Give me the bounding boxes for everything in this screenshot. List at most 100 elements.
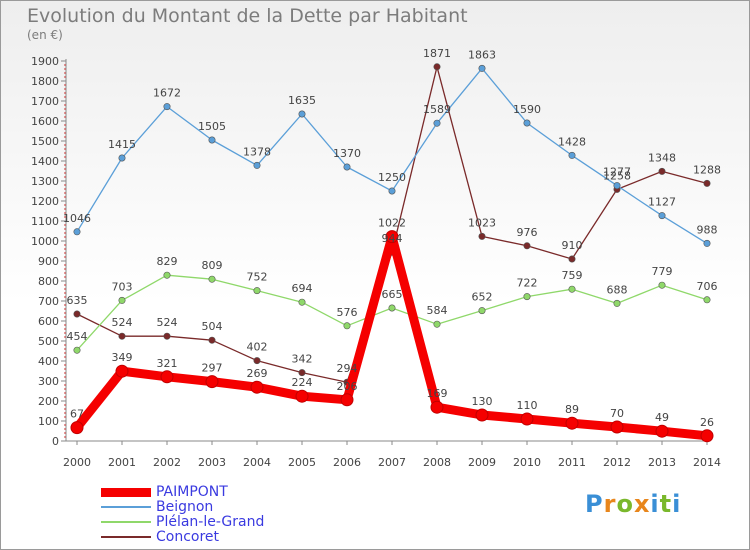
point-beignon [298,110,306,118]
logo-letter: i [672,490,682,518]
data-label-pl-lan-le-grand: 759 [562,269,583,282]
y-tick-label: 1400 [31,155,59,168]
data-label-pl-lan-le-grand: 454 [67,330,88,343]
point-paimpont [655,424,669,438]
legend-swatch-concoret [101,536,151,538]
x-tick-label: 2001 [108,456,136,469]
point-beignon [343,163,351,171]
point-concoret [73,310,81,318]
data-label-concoret: 944 [382,232,403,245]
y-tick-label: 0 [52,435,59,448]
x-tick-label: 2014 [693,456,721,469]
legend-swatch-beignon [101,506,151,508]
data-label-beignon: 1378 [243,145,271,158]
data-label-beignon: 1250 [378,171,406,184]
data-label-pl-lan-le-grand: 809 [202,259,223,272]
y-tick-label: 700 [38,295,59,308]
data-label-beignon: 988 [697,223,718,236]
point-paimpont [520,412,534,426]
data-label-concoret: 1258 [603,169,631,182]
y-tick-label: 1900 [31,55,59,68]
logo-letter: t [659,490,673,518]
data-label-beignon: 1428 [558,135,586,148]
point-concoret [658,167,666,175]
point-paimpont [475,408,489,422]
point-beignon [73,228,81,236]
data-label-concoret: 504 [202,320,223,333]
point-concoret [703,179,711,187]
data-label-paimpont: 206 [337,380,358,393]
data-label-paimpont: 110 [517,399,538,412]
point-concoret [163,332,171,340]
y-tick-label: 1500 [31,135,59,148]
y-tick-label: 900 [38,255,59,268]
legend-label-paimpont: PAIMPONT [156,484,228,500]
logo-letter: r [603,490,617,518]
x-tick-label: 2011 [558,456,586,469]
x-tick-label: 2007 [378,456,406,469]
data-label-paimpont: 130 [472,395,493,408]
data-label-concoret: 524 [157,316,178,329]
point-beignon [208,136,216,144]
point-paimpont [70,421,84,435]
data-label-concoret: 1288 [693,163,721,176]
logo-letter: o [616,490,634,518]
y-tick-label: 800 [38,275,59,288]
data-label-pl-lan-le-grand: 779 [652,265,673,278]
point-beignon [253,161,261,169]
data-label-pl-lan-le-grand: 576 [337,306,358,319]
data-label-paimpont: 321 [157,357,178,370]
legend-item-plelan: Plélan-le-Grand [101,514,301,530]
data-label-pl-lan-le-grand: 652 [472,291,493,304]
point-paimpont [295,389,309,403]
point-paimpont [205,375,219,389]
x-tick-label: 2013 [648,456,676,469]
data-label-pl-lan-le-grand: 688 [607,283,628,296]
data-label-pl-lan-le-grand: 665 [382,288,403,301]
data-label-pl-lan-le-grand: 706 [697,280,718,293]
point-pl-lan-le-grand [568,285,576,293]
data-label-pl-lan-le-grand: 694 [292,282,313,295]
point-pl-lan-le-grand [658,281,666,289]
data-label-paimpont: 224 [292,376,313,389]
legend-label-plelan: Plélan-le-Grand [156,514,265,530]
y-tick-label: 200 [38,395,59,408]
data-label-concoret: 294 [337,362,358,375]
series-layer [70,63,714,443]
y-tick-label: 1800 [31,75,59,88]
legend-swatch-plelan [101,521,151,523]
point-pl-lan-le-grand [613,299,621,307]
x-tick-label: 2009 [468,456,496,469]
y-tick-label: 1100 [31,215,59,228]
y-tick-label: 1000 [31,235,59,248]
chart-axes: 0 100 200 300 400 500 600 700 800 900 1000 1100 1200… [31,55,721,469]
chart-subtitle: (en €) [27,28,63,42]
data-label-concoret: 1871 [423,47,451,60]
point-beignon [703,239,711,247]
point-concoret [478,232,486,240]
point-beignon [163,103,171,111]
point-pl-lan-le-grand [298,298,306,306]
point-beignon [433,119,441,127]
point-paimpont [160,370,174,384]
data-label-beignon: 1277 [603,166,631,179]
data-label-beignon: 1635 [288,94,316,107]
data-label-beignon: 1505 [198,120,226,133]
x-tick-label: 2002 [153,456,181,469]
y-tick-label: 400 [38,355,59,368]
data-label-paimpont: 297 [202,362,223,375]
x-tick-label: 2010 [513,456,541,469]
point-pl-lan-le-grand [478,307,486,315]
legend-item-beignon: Beignon [101,499,301,515]
point-paimpont [430,400,444,414]
point-concoret [253,357,261,365]
y-tick-label: 1300 [31,175,59,188]
data-label-paimpont: 1022 [378,217,406,230]
data-label-paimpont: 169 [427,387,448,400]
data-label-paimpont: 67 [70,408,84,421]
data-label-paimpont: 70 [610,407,624,420]
point-pl-lan-le-grand [208,275,216,283]
point-pl-lan-le-grand [73,346,81,354]
point-pl-lan-le-grand [523,293,531,301]
legend-item-paimpont: PAIMPONT [101,484,301,500]
